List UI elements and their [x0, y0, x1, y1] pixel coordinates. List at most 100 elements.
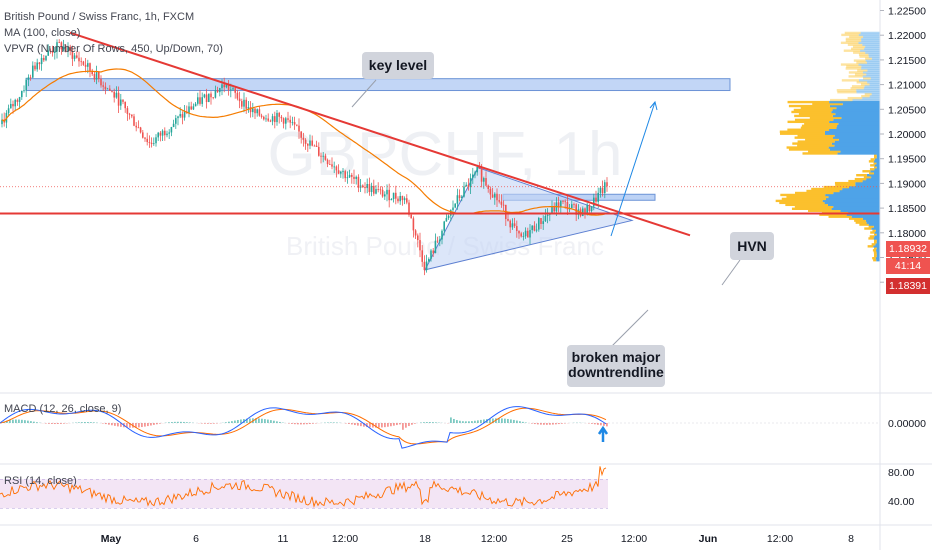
ma-legend[interactable]: MA (100, close): [4, 27, 81, 39]
volume-profile-bar-down: [851, 85, 865, 88]
macd-histogram-bar: [141, 423, 143, 428]
volume-profile-bar-up: [862, 75, 880, 78]
candle-body: [188, 106, 190, 113]
candle-body: [137, 127, 140, 129]
macd-histogram-bar: [477, 420, 479, 423]
candle-body: [513, 223, 516, 227]
candle-body: [76, 55, 78, 58]
candle-body: [51, 51, 54, 53]
macd-histogram-bar: [462, 421, 464, 423]
macd-histogram-bar: [204, 423, 206, 424]
hvn-callout[interactable]: HVN: [730, 232, 774, 260]
time-tick-label: 6: [193, 533, 199, 545]
candle-body: [49, 50, 52, 52]
volume-profile-bar-down: [786, 195, 829, 199]
candle-body: [93, 74, 96, 80]
macd-up-arrow: [597, 425, 609, 442]
candle-body: [269, 120, 272, 122]
macd-histogram-bar: [594, 423, 596, 425]
volume-profile-bar-up: [840, 150, 880, 153]
candle-body: [452, 207, 454, 211]
volume-profile-bar-down: [805, 138, 839, 141]
candle-body: [542, 221, 544, 224]
macd-legend[interactable]: MACD (12, 26, close, 9): [4, 403, 122, 415]
macd-histogram-bar: [312, 423, 314, 424]
macd-histogram-bar: [144, 423, 146, 427]
time-tick-label: May: [101, 533, 122, 545]
volume-profile-bar-down: [794, 136, 834, 139]
volume-profile-bar-down: [872, 229, 876, 232]
volume-profile-bar-up: [876, 239, 880, 242]
volume-profile-bar-down: [836, 89, 857, 92]
candle-body: [487, 185, 489, 189]
volume-profile-bar-up: [865, 59, 880, 62]
candle-body: [14, 99, 16, 107]
candle-body: [183, 111, 186, 118]
candle-body: [289, 119, 291, 123]
macd-histogram-bar: [51, 423, 53, 424]
candle-body: [265, 118, 267, 120]
candle-body: [480, 168, 483, 182]
candle-body: [298, 125, 300, 132]
candle-body: [454, 203, 456, 208]
macd-histogram-bar: [30, 421, 32, 423]
symbol-legend[interactable]: British Pound / Swiss Franc, 1h, FXCM: [4, 11, 195, 23]
volume-profile-bar-up: [873, 237, 880, 240]
candle-body: [12, 103, 14, 107]
candle-body: [43, 57, 45, 61]
candle-body: [434, 240, 437, 254]
volume-profile-bar-down: [840, 41, 859, 45]
volume-profile-bar-down: [864, 227, 872, 230]
candle-body: [478, 166, 481, 169]
macd-histogram-bar: [399, 423, 401, 425]
volume-profile-bar-down: [808, 150, 841, 153]
candle-body: [122, 99, 124, 102]
macd-histogram-bar: [288, 423, 290, 424]
volume-profile-bar-down: [848, 179, 863, 183]
candle-body: [419, 240, 421, 251]
candle-body: [56, 42, 58, 52]
candle-body: [214, 90, 217, 98]
volume-profile-bar-up: [829, 104, 880, 108]
price-tick-label: 1.19500: [888, 154, 926, 166]
key-level-callout[interactable]: key level: [362, 52, 434, 79]
volume-profile-bar-down: [794, 205, 834, 209]
volume-profile-bar-down: [791, 207, 832, 210]
candle-body: [423, 261, 426, 271]
broken-trendline-callout[interactable]: broken major downtrendline: [567, 345, 665, 387]
volume-profile-bar-down: [869, 235, 875, 238]
volume-profile-bar-down: [852, 45, 866, 48]
candle-body: [159, 132, 162, 136]
candle-body: [278, 112, 280, 117]
candle-body: [256, 109, 258, 114]
candle-body: [201, 97, 203, 104]
candle-body: [498, 200, 500, 202]
volume-profile-bar-down: [845, 67, 862, 70]
volume-profile-bar-down: [812, 102, 843, 106]
volume-profile-bar-down: [874, 233, 877, 236]
rsi-legend[interactable]: RSI (14, close): [4, 475, 77, 487]
key-level-zone: [25, 78, 731, 92]
macd-histogram-bar: [126, 423, 128, 428]
volume-profile-bar-down: [859, 223, 869, 226]
vpvr-legend[interactable]: VPVR (Number Of Rows, 450, Up/Down, 70): [4, 43, 223, 55]
candle-body: [109, 88, 111, 91]
volume-profile-bar-up: [875, 243, 880, 246]
volume-profile-bar-up: [876, 233, 880, 236]
candle-body: [16, 99, 19, 102]
macd-histogram-bar: [276, 421, 278, 423]
candle-body: [87, 63, 89, 67]
macd-histogram-bar: [186, 422, 188, 423]
volume-profile-bar-down: [874, 239, 877, 242]
rsi-tick-label: 80.00: [888, 467, 914, 479]
macd-histogram-bar: [348, 423, 350, 424]
volume-profile-bar-down: [781, 197, 826, 201]
candle-body: [249, 107, 252, 113]
volume-profile-bar-up: [873, 172, 880, 175]
volume-profile-bar-down: [851, 47, 865, 50]
candle-body: [238, 98, 241, 102]
volume-profile-bar-up: [831, 110, 880, 114]
candle-body: [307, 143, 309, 146]
volume-profile-bar-down: [845, 39, 862, 43]
